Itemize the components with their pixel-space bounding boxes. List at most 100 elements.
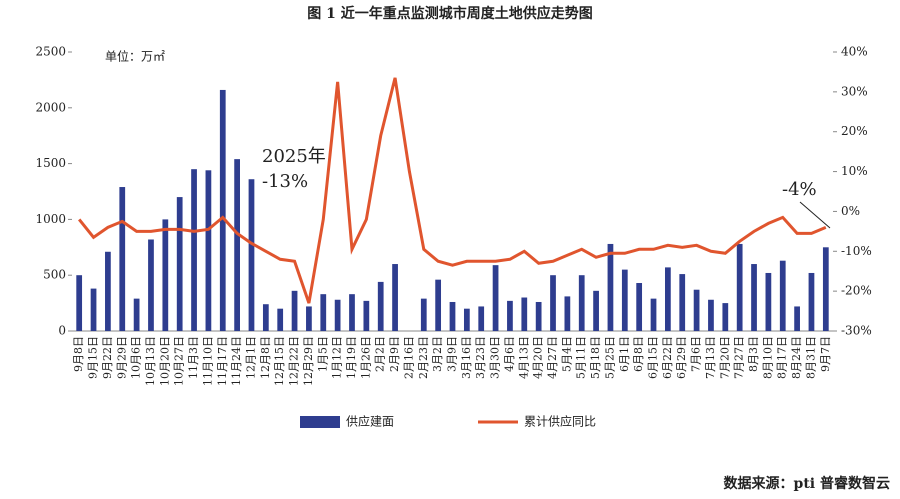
bar <box>665 267 671 331</box>
bar <box>779 260 786 331</box>
y2-tick-label: -30% <box>841 324 872 338</box>
line <box>78 77 827 304</box>
x-tick-label: 4月6日 <box>503 336 516 372</box>
x-tick-label: 8月10日 <box>761 336 774 379</box>
x-tick-label: 12月8日 <box>259 336 272 379</box>
unit-label: 单位：万㎡ <box>105 49 165 64</box>
x-tick-label: 3月16日 <box>460 336 473 379</box>
y-tick-label: 0 <box>58 324 66 338</box>
x-tick-label: 7月20日 <box>718 336 731 379</box>
x-tick-label: 4月27日 <box>546 336 559 379</box>
bar <box>320 294 327 331</box>
y2-tick-label: -20% <box>841 284 872 298</box>
bar <box>650 298 657 331</box>
bar <box>822 247 829 331</box>
x-tick-label: 3月9日 <box>446 336 459 372</box>
x-tick-label: 11月10日 <box>201 336 214 386</box>
x-tick-label: 6月1日 <box>618 336 631 372</box>
bar <box>377 281 384 331</box>
x-tick-label: 9月22日 <box>101 336 114 379</box>
x-tick-label: 1月19日 <box>345 336 358 379</box>
bar <box>621 269 628 331</box>
x-tick-label: 6月22日 <box>661 336 674 379</box>
x-tick-label: 5月4日 <box>560 336 573 372</box>
legend-label: 累计供应同比 <box>524 414 596 429</box>
bar <box>162 219 169 331</box>
x-tick-label: 3月23日 <box>474 336 487 379</box>
x-tick-label: 12月1日 <box>244 336 257 379</box>
x-tick-label: 5月11日 <box>575 336 588 379</box>
bar <box>105 251 111 331</box>
bar <box>463 308 470 331</box>
x-tick-label: 10月13日 <box>144 336 157 386</box>
x-tick-label: 6月8日 <box>632 336 645 372</box>
annotation: -13% <box>262 171 308 192</box>
y-tick-label: 1000 <box>35 212 66 226</box>
x-tick-label: 6月29日 <box>675 336 688 379</box>
y2-tick-label: 0% <box>841 204 860 218</box>
bar <box>722 303 729 331</box>
bar <box>277 308 284 331</box>
bar <box>248 179 255 331</box>
x-tick-label: 3月2日 <box>431 336 444 372</box>
annotation: -4% <box>782 179 817 200</box>
y2-tick-label: 30% <box>841 84 868 98</box>
annotation: 2025年 <box>262 146 326 167</box>
bar <box>420 298 427 331</box>
x-tick-label: 9月29日 <box>115 336 128 379</box>
bar <box>636 283 643 331</box>
x-tick-label: 5月25日 <box>603 336 616 379</box>
x-tick-label: 1月26日 <box>359 336 372 379</box>
bar <box>262 304 269 331</box>
bar <box>507 300 513 331</box>
bar <box>90 288 97 331</box>
bar <box>593 290 599 331</box>
bar <box>363 300 370 331</box>
x-tick-label: 2月23日 <box>417 336 430 379</box>
bar <box>234 159 240 331</box>
x-tick-label: 6月15日 <box>647 336 660 379</box>
bar <box>521 297 528 331</box>
x-tick-label: 5月18日 <box>589 336 602 379</box>
source: 数据来源：pti 普睿数智云 <box>724 475 890 492</box>
x-tick-label: 7月27日 <box>733 336 746 379</box>
legend-label: 供应建面 <box>346 414 394 429</box>
bar <box>191 169 197 331</box>
bar <box>392 264 398 331</box>
bar <box>564 296 571 331</box>
bar <box>349 294 355 331</box>
y2-tick-label: 40% <box>841 45 868 59</box>
bar <box>492 265 499 331</box>
bar <box>679 274 686 331</box>
x-tick-label: 12月29日 <box>302 336 315 386</box>
y-tick-label: 2000 <box>35 100 66 114</box>
bar <box>765 272 772 331</box>
x-tick-label: 4月13日 <box>517 336 530 379</box>
x-tick-label: 7月6日 <box>690 336 703 372</box>
y2-tick-label: -10% <box>841 244 872 258</box>
bar <box>736 243 743 331</box>
chart-title: 图 1 近一年重点监测城市周度土地供应走势图 <box>307 5 593 22</box>
bar <box>478 306 485 331</box>
y-tick-label: 1500 <box>35 156 66 170</box>
x-tick-label: 3月30日 <box>489 336 502 379</box>
x-tick-label: 11月3日 <box>187 336 200 379</box>
x-tick-label: 8月17日 <box>776 336 789 379</box>
x-tick-label: 9月15日 <box>87 336 100 379</box>
bar <box>148 239 154 331</box>
x-tick-label: 8月24日 <box>790 336 803 379</box>
x-tick-label: 11月24日 <box>230 336 243 386</box>
y2-tick-label: 10% <box>841 164 868 178</box>
x-tick-label: 12月22日 <box>288 336 301 386</box>
bar <box>693 289 700 331</box>
x-tick-label: 2月16日 <box>402 336 415 379</box>
bar <box>578 275 585 331</box>
x-tick-label: 9月7日 <box>819 336 832 372</box>
bar <box>219 89 226 331</box>
y-tick-label: 500 <box>43 268 66 282</box>
bar <box>808 272 815 331</box>
x-tick-label: 8月31日 <box>804 336 817 379</box>
bar <box>291 290 298 331</box>
x-tick-label: 10月27日 <box>173 336 186 386</box>
